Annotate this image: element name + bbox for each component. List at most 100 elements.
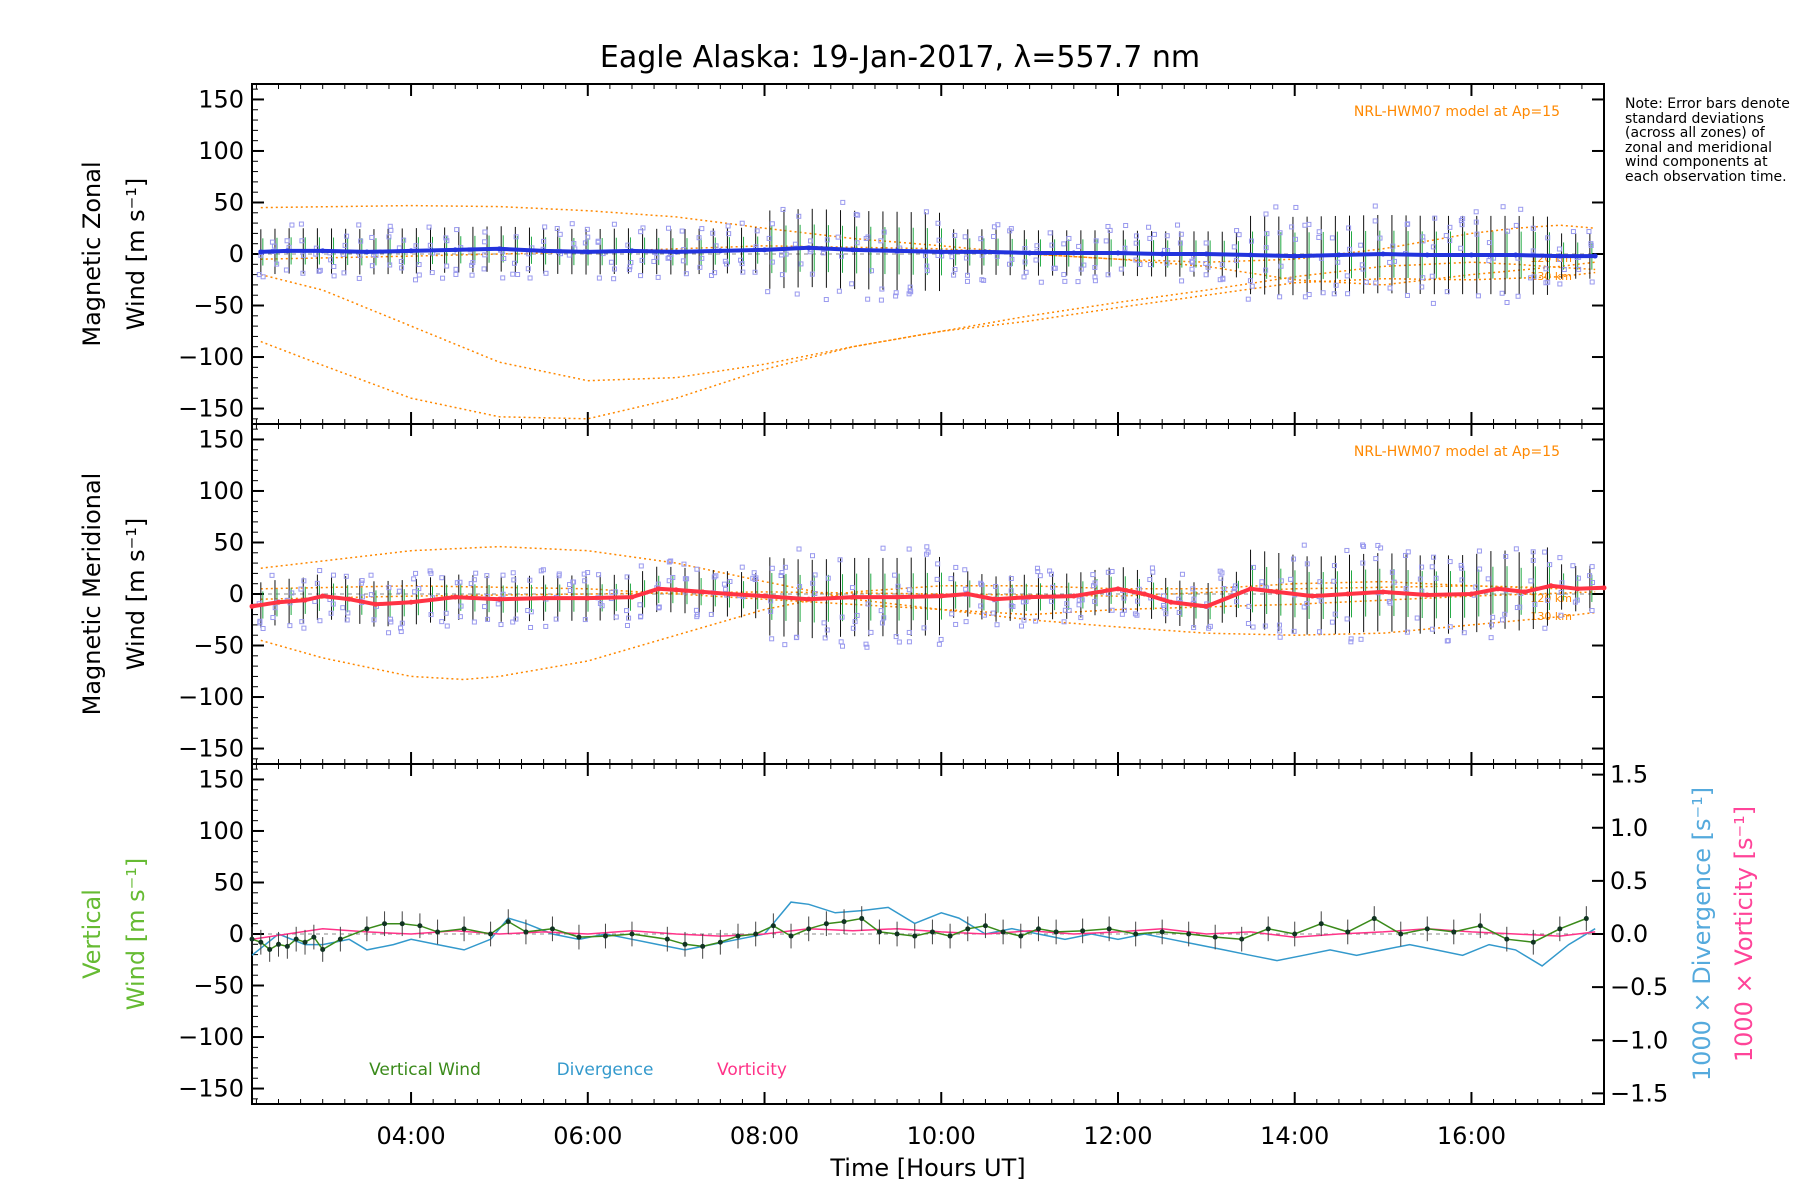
zone-sample xyxy=(1164,233,1170,239)
y-tick-label: 50 xyxy=(213,188,244,216)
zone-sample xyxy=(1420,234,1426,240)
zone-sample xyxy=(1121,607,1127,613)
zone-sample xyxy=(865,296,871,302)
zone-sample xyxy=(1576,266,1582,272)
zone-sample xyxy=(1292,236,1298,242)
zone-sample xyxy=(1008,603,1014,609)
zone-sample xyxy=(780,206,786,212)
zone-sample xyxy=(1589,564,1595,570)
zone-sample xyxy=(624,622,630,628)
zone-sample xyxy=(541,238,547,244)
zone-sample xyxy=(444,623,450,629)
meridional-wind-point xyxy=(1274,589,1280,595)
zone-sample xyxy=(1430,244,1436,250)
zone-sample xyxy=(1517,604,1523,610)
zone-sample xyxy=(881,615,887,621)
zone-sample xyxy=(1134,612,1140,618)
zone-sample xyxy=(342,242,348,248)
vorticity-axis-label-text: 1000 × Vorticity [s⁻¹] xyxy=(1730,806,1758,1062)
zone-sample xyxy=(696,235,702,241)
zone-sample xyxy=(1076,243,1082,249)
zone-sample xyxy=(585,570,591,576)
zone-sample xyxy=(739,220,745,226)
zone-sample xyxy=(1348,639,1354,645)
meridional-wind-point xyxy=(408,599,414,605)
zone-sample xyxy=(1316,234,1322,240)
zone-sample xyxy=(1277,628,1283,634)
zone-sample xyxy=(1008,576,1014,582)
zone-sample xyxy=(1473,584,1479,590)
zone-sample xyxy=(1147,262,1153,268)
meridional-wind-point xyxy=(1115,586,1121,592)
zone-sample xyxy=(1122,245,1128,251)
zone-sample xyxy=(458,603,464,609)
zone-sample xyxy=(453,266,459,272)
zonal-wind-point xyxy=(541,248,547,254)
zone-sample xyxy=(1344,547,1350,553)
zone-sample xyxy=(824,237,830,243)
meridional-wind-point xyxy=(1248,586,1254,592)
zone-sample xyxy=(482,252,488,258)
zone-sample xyxy=(1164,260,1170,266)
zonal-wind-point xyxy=(1380,251,1386,257)
zone-sample xyxy=(1458,562,1464,568)
zone-sample xyxy=(1404,292,1410,298)
zone-sample xyxy=(934,576,940,582)
meridional-wind-point xyxy=(629,594,635,600)
zone-sample xyxy=(1306,292,1312,298)
zone-sample xyxy=(1191,625,1197,631)
zone-sample xyxy=(388,619,394,625)
zone-sample xyxy=(907,288,913,294)
zone-sample xyxy=(386,234,392,240)
zone-sample xyxy=(879,286,885,292)
zone-sample xyxy=(1232,586,1238,592)
zone-sample xyxy=(670,574,676,580)
zone-sample xyxy=(1358,242,1364,248)
zone-sample xyxy=(511,577,517,583)
zone-sample xyxy=(666,578,672,584)
zone-sample xyxy=(994,622,1000,628)
y-tick-label: 150 xyxy=(198,85,244,113)
error-bar-note: Note: Error bars denote standard deviati… xyxy=(1625,96,1790,185)
zone-sample xyxy=(386,585,392,591)
zone-sample xyxy=(316,268,322,274)
zone-sample xyxy=(1034,243,1040,249)
vertical-wind-point xyxy=(435,929,441,935)
vertical-wind-point xyxy=(982,923,988,929)
vertical-wind-point xyxy=(1080,928,1086,934)
y-tick-label: 100 xyxy=(198,817,244,845)
zone-sample xyxy=(1137,262,1143,268)
zone-sample xyxy=(1020,599,1026,605)
meridional-wind-point xyxy=(726,591,732,597)
zone-sample xyxy=(1245,620,1251,626)
zone-sample xyxy=(413,243,419,249)
y-tick-label: −50 xyxy=(193,292,244,320)
zone-sample xyxy=(753,575,759,581)
zone-sample xyxy=(892,572,898,578)
zone-sample xyxy=(513,616,519,622)
zone-sample xyxy=(906,546,912,552)
zone-sample xyxy=(1304,561,1310,567)
zone-sample xyxy=(1061,619,1067,625)
zone-sample xyxy=(1051,265,1057,271)
zone-sample xyxy=(454,580,460,586)
zone-sample xyxy=(1489,622,1495,628)
zonal-wind-point xyxy=(629,248,635,254)
zone-sample xyxy=(1373,280,1379,286)
zone-sample xyxy=(1375,542,1381,548)
zone-sample xyxy=(1190,586,1196,592)
zone-sample xyxy=(469,272,475,278)
zone-sample xyxy=(906,639,912,645)
zone-sample xyxy=(1486,258,1492,264)
zone-sample xyxy=(582,578,588,584)
zone-sample xyxy=(1301,542,1307,548)
zone-sample xyxy=(1231,244,1237,250)
zone-sample xyxy=(482,239,488,245)
zone-sample xyxy=(481,266,487,272)
vertical-wind-point xyxy=(488,931,494,937)
vertical-wind-point xyxy=(682,941,688,947)
zonal-wind-point xyxy=(1424,252,1430,258)
zone-sample xyxy=(794,291,800,297)
zone-sample xyxy=(528,609,534,615)
y2-tick-label: −1.5 xyxy=(1610,1079,1668,1107)
